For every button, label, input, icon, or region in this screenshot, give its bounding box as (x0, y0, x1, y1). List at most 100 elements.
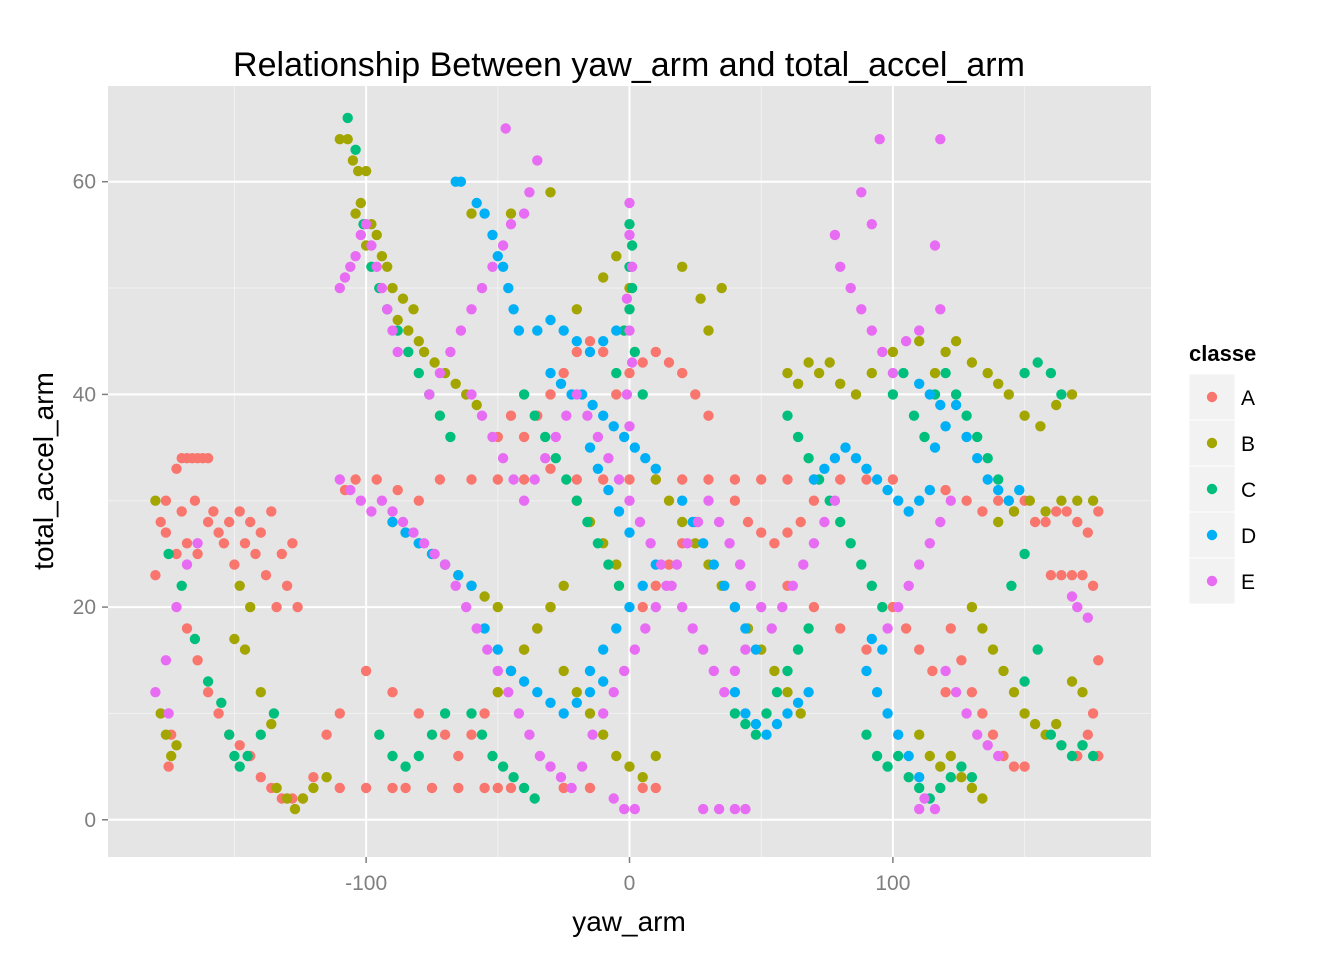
data-point (677, 474, 688, 485)
data-point (524, 187, 535, 198)
data-point (189, 633, 201, 645)
data-point (540, 453, 551, 464)
data-point (803, 623, 814, 634)
data-point (829, 495, 841, 506)
data-point (977, 506, 988, 517)
data-point (624, 495, 635, 506)
legend-label-E: E (1241, 571, 1255, 594)
data-point (1087, 580, 1099, 591)
data-point (882, 623, 893, 634)
data-point (914, 782, 925, 794)
data-point (611, 325, 622, 336)
data-point (924, 538, 935, 549)
data-point (598, 474, 609, 485)
data-point (887, 367, 899, 379)
data-point (234, 506, 245, 517)
data-point (856, 559, 867, 570)
data-point (924, 750, 935, 762)
data-point (756, 474, 767, 485)
data-point (637, 772, 648, 783)
data-point (1019, 708, 1030, 719)
data-point (366, 240, 377, 251)
data-point (426, 782, 438, 794)
data-point (929, 442, 941, 453)
data-point (977, 793, 988, 804)
data-point (492, 782, 503, 794)
data-point (255, 527, 266, 538)
data-point (713, 803, 725, 815)
data-point (400, 782, 411, 794)
data-point (492, 474, 503, 485)
data-point (471, 197, 482, 209)
data-point (634, 516, 646, 528)
data-point (387, 750, 398, 762)
data-point (213, 708, 224, 719)
data-point (624, 601, 635, 613)
series-D (387, 176, 1025, 783)
data-point (558, 367, 569, 379)
data-point (181, 538, 193, 549)
legend-key-B (1206, 437, 1218, 449)
data-point (611, 389, 622, 400)
data-point (945, 750, 956, 762)
data-point (716, 282, 727, 294)
data-point (598, 346, 609, 358)
data-point (882, 708, 893, 719)
data-point (729, 601, 741, 613)
data-point (163, 761, 174, 772)
data-point (750, 644, 762, 655)
data-point (993, 378, 1004, 389)
data-point (171, 463, 182, 474)
data-point (360, 165, 372, 177)
data-point (482, 644, 493, 655)
data-point (650, 601, 661, 613)
data-point (882, 484, 893, 496)
data-point (584, 346, 596, 358)
data-point (940, 346, 951, 358)
data-point (1019, 410, 1030, 421)
data-point (655, 559, 667, 570)
data-point (835, 378, 846, 389)
data-point (1056, 740, 1067, 751)
data-point (176, 580, 187, 591)
data-point (637, 601, 648, 613)
data-point (497, 761, 509, 772)
data-point (266, 506, 277, 517)
data-point (866, 367, 877, 379)
data-point (558, 580, 569, 591)
data-point (663, 357, 675, 368)
data-point (771, 687, 783, 698)
data-point (703, 495, 714, 506)
data-point (534, 750, 546, 762)
series-C (163, 112, 1099, 804)
data-point (558, 782, 569, 794)
data-point (1066, 389, 1078, 400)
data-point (242, 750, 253, 762)
data-point (982, 367, 993, 379)
data-point (224, 516, 235, 528)
data-point (1061, 506, 1072, 517)
data-point (1019, 548, 1030, 560)
data-point (487, 229, 498, 241)
data-point (505, 410, 517, 421)
data-point (345, 484, 356, 496)
data-point (202, 453, 214, 464)
data-point (900, 623, 912, 634)
data-point (1003, 495, 1014, 506)
data-point (677, 367, 688, 379)
data-point (160, 495, 172, 506)
data-point (321, 772, 332, 783)
data-point (887, 346, 899, 358)
data-point (619, 803, 630, 815)
data-point (982, 474, 993, 485)
data-point (503, 282, 514, 294)
data-point (255, 687, 266, 698)
data-point (940, 687, 951, 698)
data-point (640, 623, 651, 634)
data-point (271, 782, 282, 794)
data-point (787, 580, 798, 591)
data-point (782, 474, 793, 485)
data-point (626, 282, 638, 294)
data-point (993, 474, 1004, 485)
